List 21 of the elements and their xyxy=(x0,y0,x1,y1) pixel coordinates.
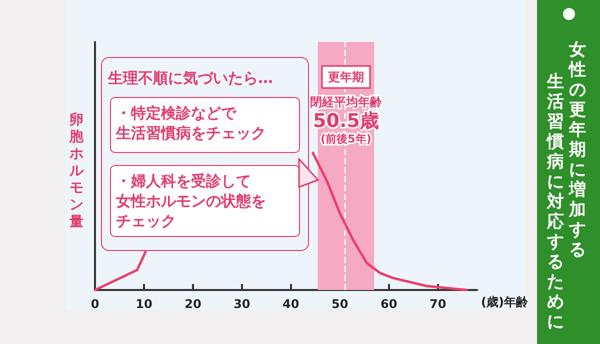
x-tick-label: 20 xyxy=(184,297,202,311)
x-tick-label: 70 xyxy=(429,297,446,311)
x-tick-label: 10 xyxy=(136,297,152,311)
band-label: 更年期 xyxy=(328,70,364,84)
text: (前後5年) xyxy=(320,132,372,146)
text: 生理不順に気づいたら… xyxy=(108,68,273,88)
annotation: ・婦人科を受診して xyxy=(116,171,251,191)
x-tick-label: 50 xyxy=(332,297,348,311)
chart-title: 女性の更年期に増加する xyxy=(569,40,586,260)
x-axis-title: (歳)年齢 xyxy=(481,295,529,309)
text: 生活習慣病をチェック xyxy=(116,123,266,143)
x-tick-label: 30 xyxy=(234,297,250,311)
x-tick-label: 60 xyxy=(380,297,398,311)
x-tick-label: 0 xyxy=(90,297,100,311)
x-tick-label: 40 xyxy=(282,297,300,311)
y-axis-title: 卵胞ホルモン量 xyxy=(69,112,84,231)
text: ・特定検診などで xyxy=(116,103,236,123)
text: 閉経平均年齢 xyxy=(310,95,383,109)
text: 生活習慣病に対応するために xyxy=(547,72,564,332)
annotation: 女性ホルモンの状態を xyxy=(116,191,266,211)
annotation: チェック xyxy=(116,211,176,231)
